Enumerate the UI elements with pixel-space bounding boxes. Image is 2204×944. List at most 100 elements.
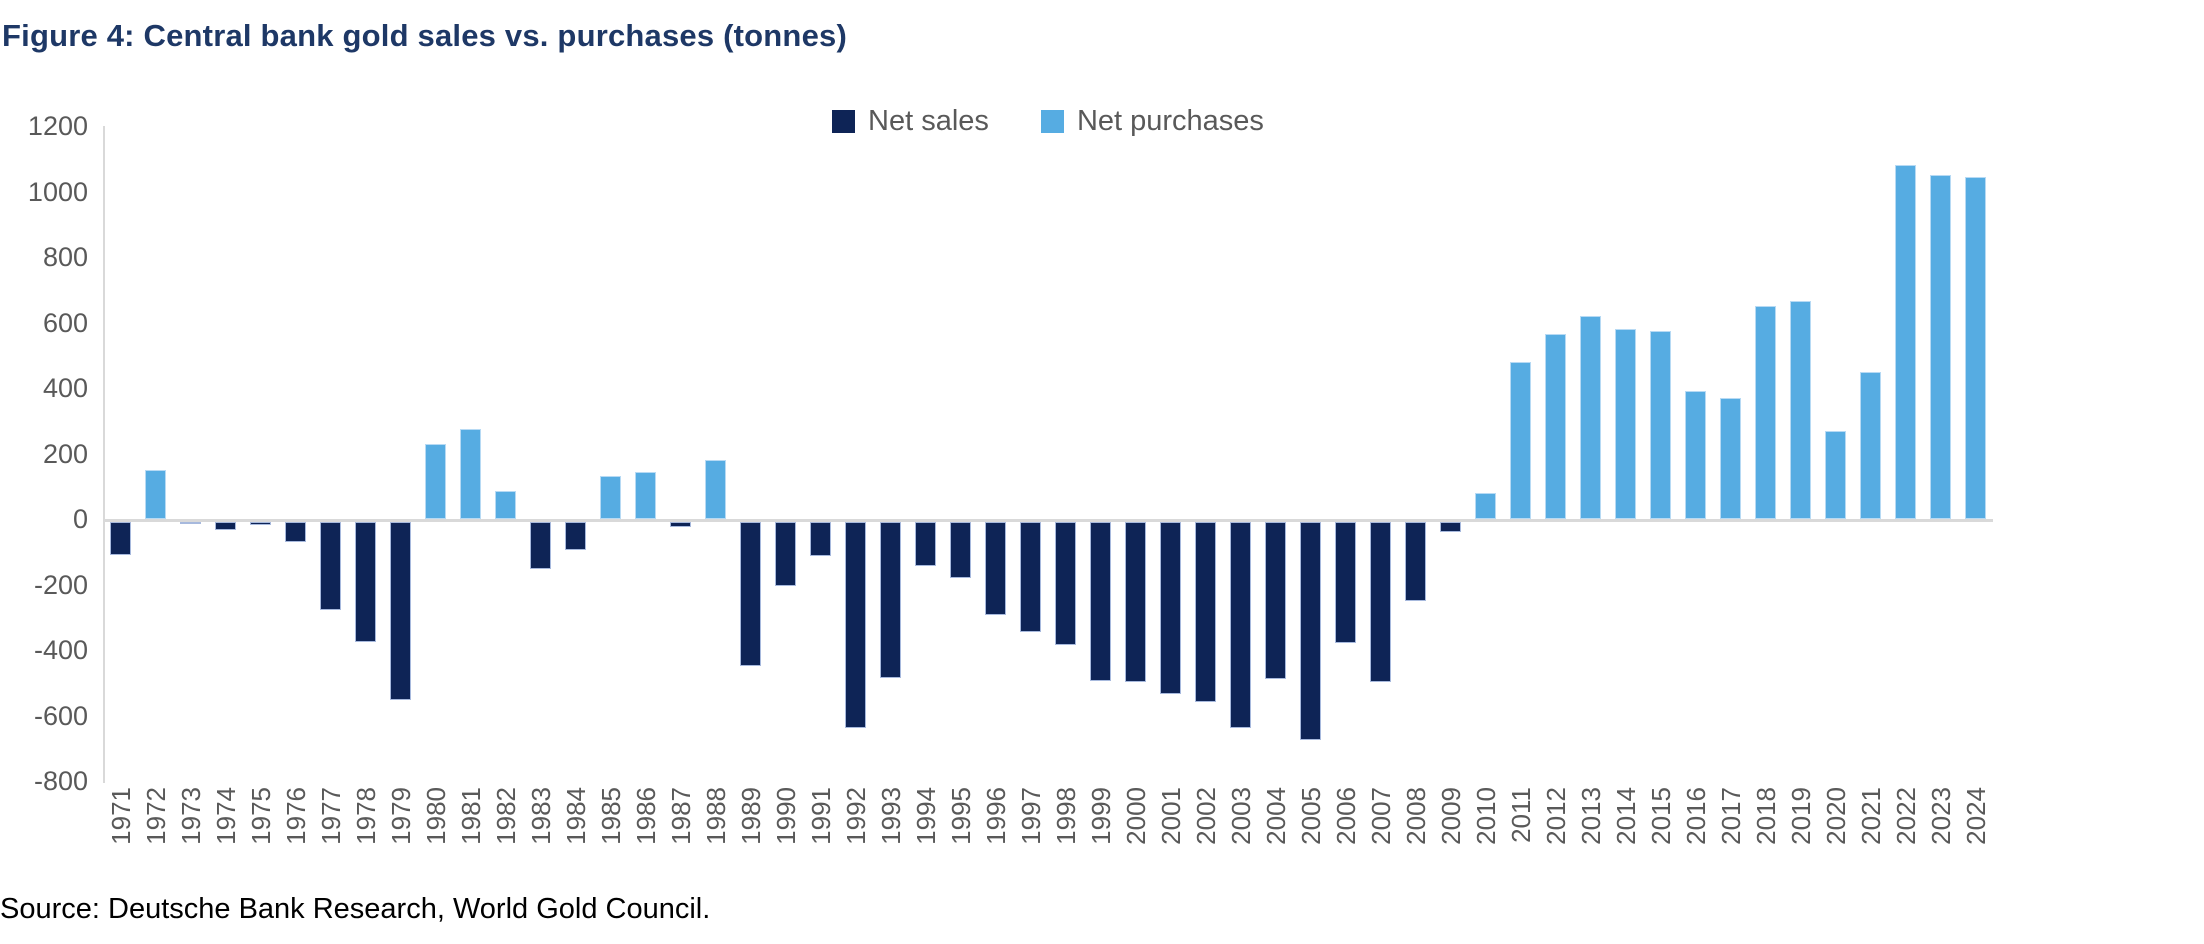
x-tick-label-1996: 1996 bbox=[980, 787, 1011, 845]
x-tick-label-1972: 1972 bbox=[140, 787, 171, 845]
x-tick-label-1983: 1983 bbox=[525, 787, 556, 845]
x-tick-label-2014: 2014 bbox=[1610, 787, 1641, 845]
x-tick-label-1982: 1982 bbox=[490, 787, 521, 845]
bar-2012 bbox=[1545, 333, 1566, 519]
bar-1985 bbox=[600, 476, 621, 519]
x-tick-label-1971: 1971 bbox=[105, 787, 136, 845]
figure-title: Figure 4: Central bank gold sales vs. pu… bbox=[2, 18, 847, 53]
bar-2022 bbox=[1895, 165, 1916, 519]
y-tick-label-600: 600 bbox=[42, 307, 88, 338]
y-tick-label-200: 200 bbox=[42, 438, 88, 469]
bar-2018 bbox=[1755, 306, 1776, 519]
bar-2009 bbox=[1440, 522, 1461, 532]
chart-legend: Net sales Net purchases bbox=[103, 103, 1993, 139]
bar-1986 bbox=[635, 471, 656, 519]
bar-2016 bbox=[1685, 391, 1706, 519]
x-tick-label-2002: 2002 bbox=[1190, 787, 1221, 845]
x-tick-label-2001: 2001 bbox=[1155, 787, 1186, 845]
bar-1979 bbox=[390, 522, 411, 701]
zero-axis-line bbox=[103, 519, 1993, 522]
x-tick-label-1985: 1985 bbox=[595, 787, 626, 845]
x-tick-label-2017: 2017 bbox=[1715, 787, 1746, 845]
bar-1997 bbox=[1020, 522, 1041, 632]
x-tick-label-1995: 1995 bbox=[945, 787, 976, 845]
bar-1990 bbox=[775, 522, 796, 586]
bar-2014 bbox=[1615, 329, 1636, 519]
bar-1989 bbox=[740, 522, 761, 667]
bar-2010 bbox=[1475, 492, 1496, 519]
x-tick-label-2003: 2003 bbox=[1225, 787, 1256, 845]
x-tick-label-1992: 1992 bbox=[840, 787, 871, 845]
x-tick-label-2000: 2000 bbox=[1120, 787, 1151, 845]
y-tick-label--800: -800 bbox=[33, 766, 88, 796]
x-tick-label-1999: 1999 bbox=[1085, 787, 1116, 845]
x-tick-label-1987: 1987 bbox=[665, 787, 696, 845]
bar-2020 bbox=[1825, 430, 1846, 519]
legend-label-net-purchases: Net purchases bbox=[1076, 104, 1264, 137]
x-tick-label-1989: 1989 bbox=[735, 787, 766, 845]
bar-2000 bbox=[1125, 522, 1146, 683]
x-tick-label-2018: 2018 bbox=[1750, 787, 1781, 845]
y-tick-label-1200: 1200 bbox=[27, 111, 88, 141]
bar-1972 bbox=[145, 469, 166, 519]
x-tick-label-2016: 2016 bbox=[1680, 787, 1711, 845]
bar-2021 bbox=[1860, 371, 1881, 519]
x-tick-label-2021: 2021 bbox=[1855, 787, 1886, 845]
bar-1983 bbox=[530, 522, 551, 570]
bar-1999 bbox=[1090, 522, 1111, 681]
bar-2024 bbox=[1965, 176, 1986, 519]
x-tick-label-2015: 2015 bbox=[1645, 787, 1676, 845]
x-tick-label-2020: 2020 bbox=[1820, 787, 1851, 845]
x-tick-label-1980: 1980 bbox=[420, 787, 451, 845]
bar-2023 bbox=[1930, 175, 1951, 519]
bar-2007 bbox=[1370, 522, 1391, 683]
bar-2008 bbox=[1405, 522, 1426, 601]
x-tick-label-2024: 2024 bbox=[1960, 787, 1991, 845]
bar-1991 bbox=[810, 522, 831, 557]
x-tick-label-1973: 1973 bbox=[175, 787, 206, 845]
bar-1994 bbox=[915, 522, 936, 567]
bar-1981 bbox=[460, 428, 481, 519]
x-tick-label-2011: 2011 bbox=[1505, 787, 1536, 843]
x-tick-label-1981: 1981 bbox=[455, 787, 486, 845]
bar-1976 bbox=[285, 522, 306, 542]
bar-2001 bbox=[1160, 522, 1181, 694]
bar-2006 bbox=[1335, 522, 1356, 644]
y-tick-label-800: 800 bbox=[42, 242, 88, 272]
x-tick-label-1994: 1994 bbox=[910, 787, 941, 845]
legend-item-net-sales: Net sales bbox=[832, 105, 989, 138]
bar-2019 bbox=[1790, 301, 1811, 519]
bar-1995 bbox=[950, 522, 971, 578]
x-tick-label-2019: 2019 bbox=[1785, 787, 1816, 845]
x-tick-label-2004: 2004 bbox=[1260, 787, 1291, 845]
bar-1984 bbox=[565, 522, 586, 550]
x-tick-label-1974: 1974 bbox=[210, 787, 241, 845]
x-tick-label-1977: 1977 bbox=[315, 787, 346, 845]
net-purchases-swatch-icon bbox=[1040, 109, 1064, 133]
bar-1993 bbox=[880, 522, 901, 678]
bar-1982 bbox=[495, 491, 516, 519]
bar-2015 bbox=[1650, 330, 1671, 519]
legend-item-net-purchases: Net purchases bbox=[1040, 104, 1264, 138]
bar-2003 bbox=[1230, 522, 1251, 729]
x-tick-label-1998: 1998 bbox=[1050, 787, 1081, 845]
y-tick-label--400: -400 bbox=[33, 635, 88, 665]
x-tick-label-2013: 2013 bbox=[1575, 787, 1606, 845]
x-tick-label-1988: 1988 bbox=[700, 787, 731, 845]
x-tick-label-1990: 1990 bbox=[770, 787, 801, 845]
net-sales-swatch-icon bbox=[832, 109, 856, 133]
y-tick-label-1000: 1000 bbox=[27, 176, 88, 207]
legend-label-net-sales: Net sales bbox=[868, 104, 989, 137]
x-tick-label-2008: 2008 bbox=[1400, 787, 1431, 845]
bar-1980 bbox=[425, 443, 446, 519]
x-tick-label-2007: 2007 bbox=[1365, 787, 1396, 845]
x-tick-label-2012: 2012 bbox=[1540, 787, 1571, 845]
y-tick-label--200: -200 bbox=[33, 569, 88, 600]
y-tick-label--600: -600 bbox=[33, 700, 88, 731]
y-tick-label-0: 0 bbox=[72, 504, 88, 534]
bar-2011 bbox=[1510, 361, 1531, 519]
y-tick-label-400: 400 bbox=[42, 373, 88, 403]
x-tick-label-1984: 1984 bbox=[560, 787, 591, 845]
